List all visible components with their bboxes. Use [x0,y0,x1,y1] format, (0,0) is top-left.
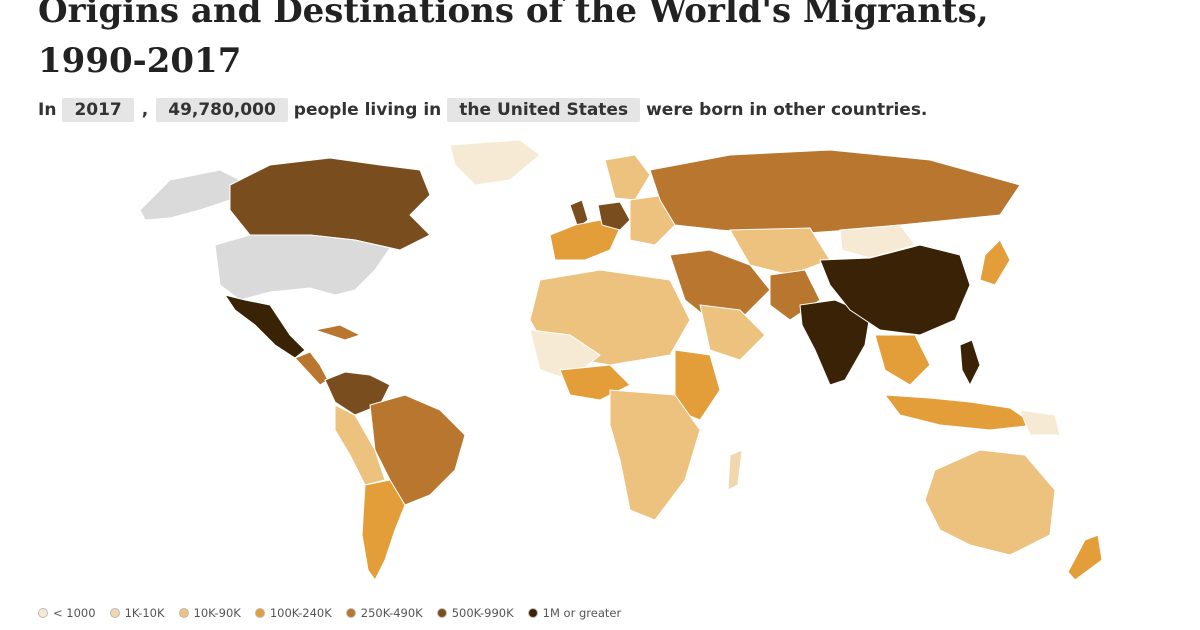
legend-item: 10K-90K [178,606,241,620]
region-china[interactable] [819,244,971,336]
legend-label: 500K-990K [451,606,514,620]
region-philippines[interactable] [959,339,981,387]
country-select[interactable]: the United States [447,98,641,122]
legend-swatch [254,608,265,618]
page-title: Origins and Destinations of the World's … [38,0,1188,86]
region-arabia[interactable] [699,304,766,361]
legend-item: 100K-240K [254,606,332,620]
summary-sentence: In 2017 , 49,780,000 people living in th… [38,98,933,122]
title-line-1: Origins and Destinations of the World's … [38,0,989,31]
title-line-2: 1990-2017 [38,41,242,81]
legend-label: 100K-240K [269,606,332,620]
legend-item: 1K-10K [109,606,165,620]
legend-label: < 1000 [53,606,96,620]
region-japan[interactable] [979,239,1011,286]
region-scandinavia[interactable] [604,154,651,201]
legend: < 1000 1K-10K 10K-90K 100K-240K 250K-490K 500… [38,606,635,620]
migrant-count: 49,780,000 [156,98,288,122]
region-madagascar[interactable] [727,449,743,491]
legend-item: < 1000 [38,606,96,620]
legend-item: 1M or greater [527,606,622,620]
region-middle-east[interactable] [669,249,771,321]
region-southern-cone[interactable] [361,479,406,581]
region-new-zealand[interactable] [1067,534,1103,581]
legend-swatch [109,608,120,618]
region-central-europe[interactable] [597,201,631,231]
region-greenland[interactable] [449,140,541,186]
region-brazil[interactable] [369,394,466,506]
region-central-asia[interactable] [729,227,831,276]
legend-label: 1K-10K [124,606,165,620]
world-map-svg [139,140,1103,581]
legend-swatch [345,608,356,618]
legend-label: 250K-490K [360,606,423,620]
region-southeast-asia[interactable] [874,334,931,386]
region-southern-africa[interactable] [609,389,701,521]
world-map [130,140,1120,590]
sentence-prefix: In [38,100,57,120]
legend-item: 500K-990K [436,606,514,620]
region-russia[interactable] [649,149,1021,236]
region-usa[interactable] [214,234,391,301]
region-mexico[interactable] [223,294,306,359]
legend-swatch [436,608,447,618]
region-caribbean[interactable] [313,324,362,341]
sentence-suffix: were born in other countries. [646,100,928,120]
sentence-comma: , [141,100,149,120]
legend-swatch [527,608,538,618]
region-papua[interactable] [1019,409,1061,436]
sentence-middle: people living in [293,100,442,120]
region-western-europe[interactable] [549,219,621,261]
region-uk[interactable] [569,199,589,229]
region-australia[interactable] [924,449,1056,556]
region-central-america[interactable] [294,351,329,386]
region-mongolia[interactable] [839,224,916,259]
region-indonesia[interactable] [883,394,1037,431]
year-select[interactable]: 2017 [62,98,134,122]
legend-swatch [38,608,48,618]
legend-swatch [178,608,189,618]
legend-label: 10K-90K [193,606,241,620]
legend-label: 1M or greater [542,606,622,620]
legend-item: 250K-490K [345,606,423,620]
